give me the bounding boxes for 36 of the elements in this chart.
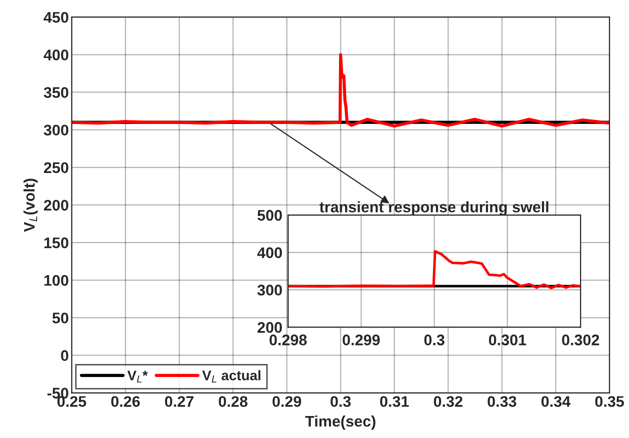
y-tick-label: 400 bbox=[257, 247, 282, 258]
line-series bbox=[288, 250, 581, 290]
y-tick-label: 350 bbox=[44, 87, 68, 98]
chart-title: transient response during swell bbox=[319, 201, 548, 216]
x-tick-label: 0.31 bbox=[380, 396, 409, 407]
y-tick-label: 500 bbox=[258, 210, 282, 221]
x-tick-label: 0.302 bbox=[562, 334, 600, 346]
x-tick-label: 0.298 bbox=[270, 334, 307, 346]
y-tick-label: 300 bbox=[44, 124, 68, 136]
line-series bbox=[72, 53, 610, 128]
x-axis-title: Time(sec) bbox=[305, 415, 376, 430]
legend-label: V$_{L}$* bbox=[127, 370, 148, 383]
y-tick-label: 200 bbox=[258, 322, 282, 333]
x-tick-label: 0.3 bbox=[330, 396, 351, 407]
y-tick-label: 400 bbox=[44, 50, 68, 60]
y-tick-label: 0 bbox=[61, 350, 68, 361]
y-tick-label: 50 bbox=[52, 312, 68, 324]
y-tick-label: 100 bbox=[44, 275, 68, 286]
x-tick-label: 0.26 bbox=[111, 396, 140, 407]
legend-label: V$_{L}$ actual bbox=[202, 370, 260, 382]
x-tick-label: 0.299 bbox=[342, 334, 380, 346]
y-axis-title: V$_{L}$(volt) bbox=[24, 178, 38, 232]
x-tick-label: 0.28 bbox=[218, 396, 248, 407]
x-tick-label: 0.29 bbox=[272, 396, 302, 407]
y-tick-label: 200 bbox=[44, 200, 68, 211]
x-tick-label: 0.301 bbox=[488, 334, 526, 346]
x-tick-label: 0.33 bbox=[488, 396, 516, 407]
x-tick-label: 0.3 bbox=[424, 334, 444, 346]
y-tick-label: 450 bbox=[44, 12, 68, 23]
x-tick-label: 0.32 bbox=[434, 396, 462, 407]
y-tick-label: 150 bbox=[44, 237, 68, 248]
x-tick-label: 0.35 bbox=[595, 396, 624, 407]
y-tick-label: 300 bbox=[257, 284, 282, 296]
x-tick-label: 0.34 bbox=[541, 396, 571, 407]
y-tick-label: 250 bbox=[44, 162, 68, 174]
x-tick-label: 0.27 bbox=[165, 396, 194, 407]
